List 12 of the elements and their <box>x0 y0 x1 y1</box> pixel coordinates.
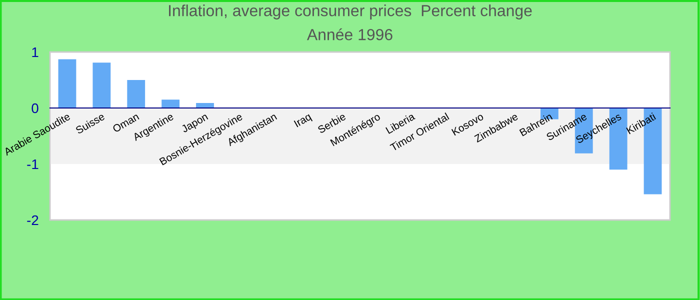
y-tick-label: 1 <box>32 47 38 58</box>
y-tick-label: -2 <box>27 215 38 226</box>
y-tick-label: 0 <box>32 103 38 114</box>
bar <box>127 80 146 108</box>
bar <box>58 59 76 108</box>
x-tick-label: Iraq <box>294 112 313 130</box>
chart-subtitle: Année 1996 <box>306 28 392 40</box>
bar <box>162 100 180 108</box>
y-tick-label: -1 <box>27 159 38 170</box>
bar <box>92 62 111 108</box>
bar <box>196 102 214 108</box>
chart-title: Inflation, average consumer prices Percent change <box>169 4 532 20</box>
